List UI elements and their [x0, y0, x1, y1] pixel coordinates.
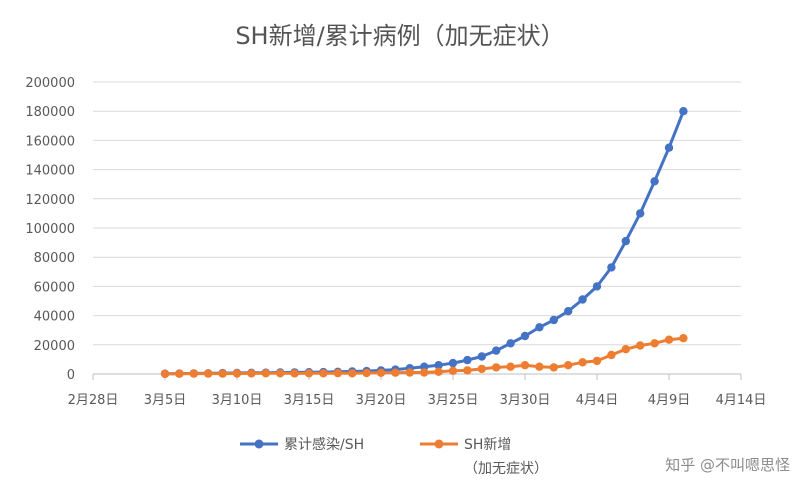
- data-point: [492, 346, 501, 355]
- y-tick-label: 120000: [25, 193, 75, 208]
- data-point: [607, 350, 616, 360]
- data-point: [520, 331, 530, 341]
- data-point: [420, 368, 429, 377]
- data-point: [391, 368, 400, 377]
- data-point: [189, 369, 198, 378]
- data-point: [376, 368, 386, 377]
- data-point: [463, 366, 472, 375]
- data-point: [506, 362, 515, 371]
- data-point: [232, 369, 242, 378]
- y-tick-label: 200000: [25, 76, 75, 91]
- data-point: [621, 236, 630, 246]
- legend-label: （加无症状）: [464, 461, 548, 477]
- data-point: [592, 282, 602, 291]
- y-tick-label: 40000: [34, 310, 75, 325]
- series-2: [160, 334, 688, 379]
- data-point: [463, 355, 472, 365]
- data-point: [650, 339, 659, 348]
- data-point: [564, 307, 573, 316]
- data-point: [592, 356, 602, 366]
- data-point: [319, 369, 328, 378]
- x-tick-label: 3月10日: [212, 393, 263, 408]
- x-tick-label: 4月4日: [576, 393, 619, 408]
- legend-swatch-marker: [254, 439, 264, 449]
- data-point: [348, 369, 357, 378]
- y-tick-label: 80000: [34, 251, 75, 266]
- data-point: [535, 323, 544, 332]
- y-tick-label: 20000: [34, 339, 75, 354]
- x-tick-label: 3月20日: [356, 393, 407, 408]
- data-point: [664, 143, 674, 152]
- data-point: [650, 177, 659, 186]
- series-line: [164, 110, 685, 376]
- data-point: [477, 364, 486, 374]
- y-tick-label: 140000: [25, 164, 75, 179]
- x-tick-label: 3月5日: [144, 393, 187, 408]
- legend-item: 累计感染/SH: [240, 436, 364, 453]
- y-tick-label: 0: [67, 368, 75, 383]
- data-point: [578, 358, 587, 367]
- data-point: [578, 295, 587, 304]
- x-tick-label: 3月15日: [284, 393, 335, 408]
- data-point: [477, 352, 486, 361]
- data-point: [261, 369, 270, 378]
- data-point: [160, 369, 170, 379]
- y-tick-label: 180000: [25, 105, 75, 120]
- data-point: [564, 361, 573, 370]
- data-point: [290, 369, 299, 378]
- grid-lines: [93, 81, 741, 346]
- y-tick-label: 100000: [25, 222, 75, 237]
- data-point: [448, 358, 458, 368]
- data-point: [549, 363, 558, 372]
- data-point: [664, 335, 674, 344]
- data-point: [492, 363, 501, 372]
- x-tick-label: 3月25日: [428, 393, 479, 408]
- x-tick-label: 4月14日: [716, 393, 767, 408]
- legend-label: SH新增: [464, 437, 511, 453]
- watermark-text: 知乎 @不叫嗯思怪: [665, 456, 790, 474]
- data-point: [434, 361, 443, 370]
- series-layer: [160, 107, 688, 379]
- data-point: [506, 339, 515, 348]
- legend-item: SH新增 （加无症状）: [420, 437, 548, 477]
- data-point: [276, 369, 285, 378]
- data-point: [549, 315, 558, 325]
- data-point: [333, 368, 342, 378]
- data-point: [204, 369, 213, 378]
- data-point: [218, 369, 227, 378]
- chart-title: SH新增/累计病例（加无症状）: [235, 22, 564, 50]
- x-tick-label: 2月28日: [68, 393, 119, 408]
- data-point: [535, 362, 544, 371]
- data-point: [448, 366, 458, 375]
- data-point: [405, 368, 414, 377]
- data-point: [304, 369, 314, 378]
- data-point: [520, 361, 530, 370]
- data-point: [621, 345, 630, 354]
- axes: 0 20000 40000 60000 80000 100000 120000 140000 1…: [25, 76, 766, 408]
- data-point: [434, 367, 443, 376]
- data-point: [636, 209, 645, 218]
- data-point: [247, 369, 256, 378]
- legend-label: 累计感染/SH: [284, 436, 364, 453]
- legend: 累计感染/SH SH新增 （加无症状）: [240, 436, 548, 477]
- y-tick-label: 160000: [25, 134, 75, 149]
- data-point: [679, 107, 688, 116]
- x-tick-label: 4月9日: [648, 393, 691, 408]
- data-point: [607, 263, 616, 272]
- data-point: [362, 368, 371, 378]
- data-point: [175, 369, 184, 378]
- data-point: [636, 341, 645, 350]
- y-tick-label: 60000: [34, 280, 75, 295]
- x-tick-label: 3月30日: [500, 393, 551, 408]
- data-point: [679, 334, 688, 343]
- legend-swatch-marker: [434, 439, 444, 449]
- data-point: [420, 362, 429, 371]
- series-1: [160, 107, 688, 378]
